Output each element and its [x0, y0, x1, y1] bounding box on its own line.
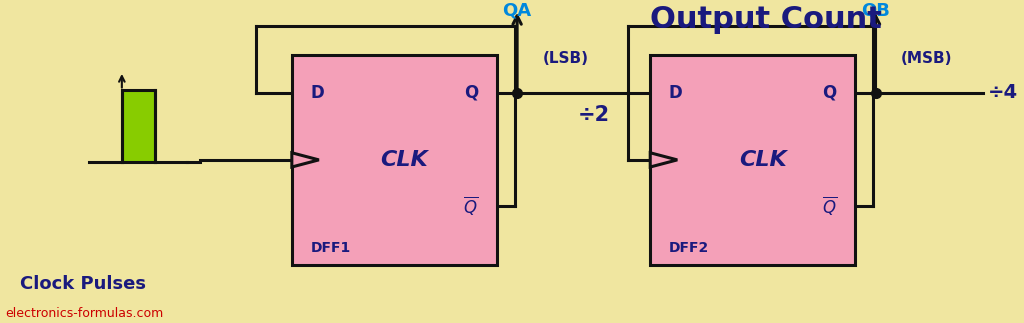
- Text: electronics-formulas.com: electronics-formulas.com: [5, 307, 164, 320]
- Text: $\overline{Q}$: $\overline{Q}$: [821, 194, 837, 218]
- Text: CLK: CLK: [739, 150, 786, 170]
- Text: QB: QB: [861, 2, 890, 20]
- Text: (MSB): (MSB): [901, 51, 952, 66]
- Text: $\overline{Q}$: $\overline{Q}$: [463, 194, 478, 218]
- Text: Q: Q: [464, 84, 478, 102]
- FancyBboxPatch shape: [650, 55, 855, 265]
- Text: D: D: [669, 84, 682, 102]
- FancyBboxPatch shape: [292, 55, 497, 265]
- Text: ÷2: ÷2: [578, 105, 610, 125]
- Polygon shape: [292, 153, 318, 167]
- Text: DFF1: DFF1: [310, 241, 350, 255]
- Text: CLK: CLK: [381, 150, 428, 170]
- Text: (LSB): (LSB): [543, 51, 589, 66]
- Text: QA: QA: [503, 2, 531, 20]
- Text: Q: Q: [822, 84, 837, 102]
- Text: Clock Pulses: Clock Pulses: [20, 275, 146, 293]
- Text: ÷4: ÷4: [988, 83, 1018, 102]
- Polygon shape: [650, 153, 677, 167]
- FancyBboxPatch shape: [122, 90, 155, 162]
- Text: D: D: [310, 84, 324, 102]
- Text: Output Count: Output Count: [650, 5, 882, 34]
- Text: DFF2: DFF2: [669, 241, 709, 255]
